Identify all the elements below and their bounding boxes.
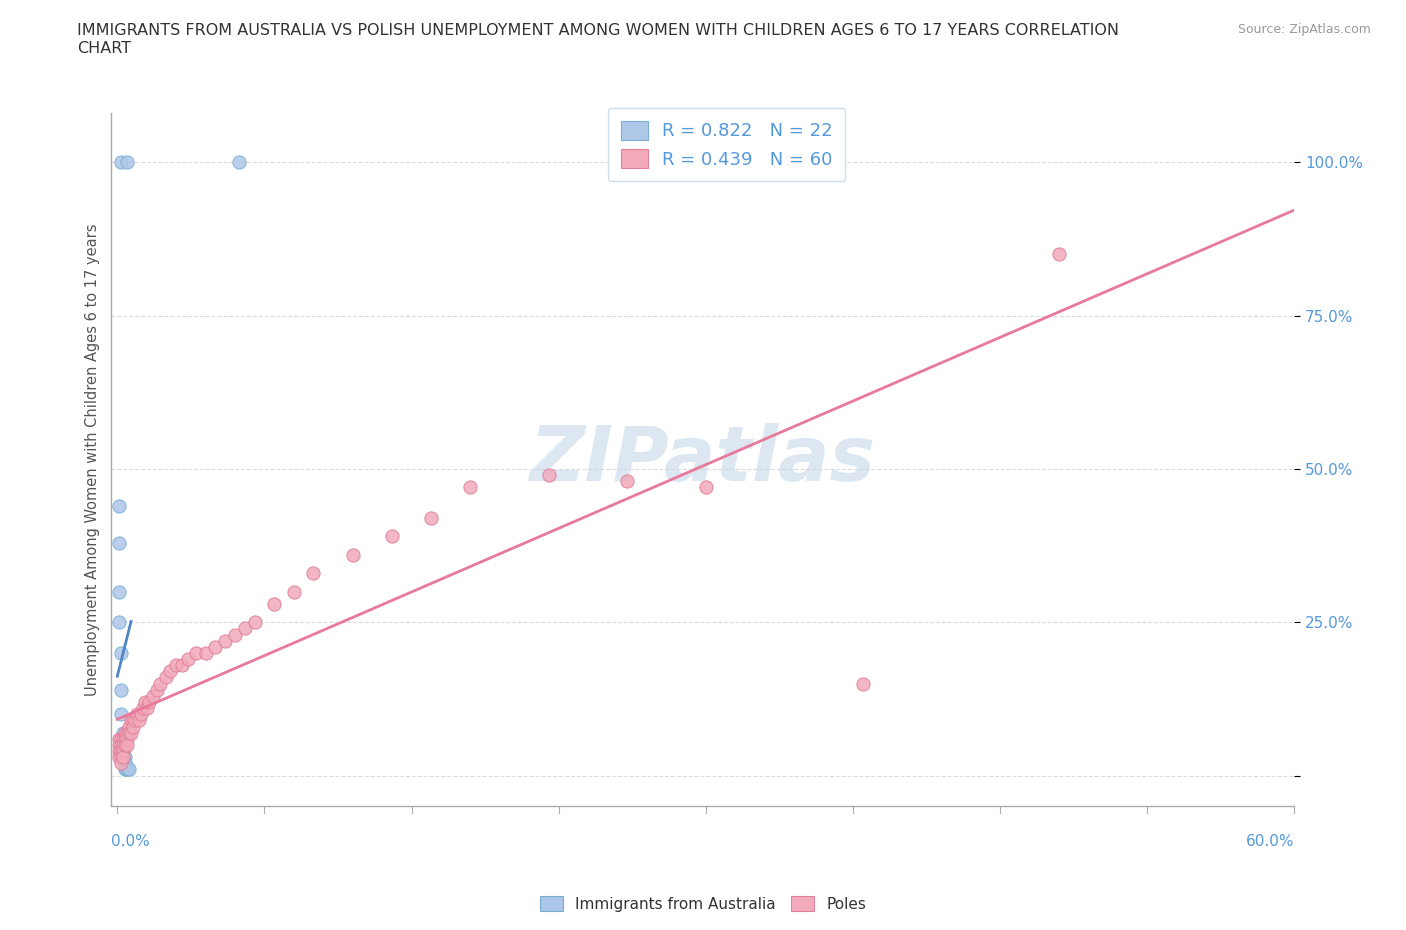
Point: [852, 676, 875, 691]
Point: [110, 756, 132, 771]
Point: [110, 737, 132, 752]
Point: [112, 731, 135, 746]
Point: [108, 498, 131, 513]
Text: IMMIGRANTS FROM AUSTRALIA VS POLISH UNEMPLOYMENT AMONG WOMEN WITH CHILDREN AGES : IMMIGRANTS FROM AUSTRALIA VS POLISH UNEM…: [77, 23, 1119, 56]
Point: [110, 731, 132, 746]
Point: [112, 744, 135, 759]
Point: [112, 750, 135, 764]
Point: [115, 155, 138, 170]
Point: [112, 750, 135, 764]
Point: [145, 683, 167, 698]
Point: [112, 737, 135, 752]
Point: [122, 719, 145, 734]
Point: [283, 584, 305, 599]
Point: [114, 756, 136, 771]
Point: [108, 584, 131, 599]
Point: [115, 725, 138, 740]
Point: [112, 725, 135, 740]
Point: [184, 645, 207, 660]
Point: [108, 737, 131, 752]
Text: ZIPatlas: ZIPatlas: [530, 423, 876, 497]
Point: [233, 621, 256, 636]
Point: [263, 596, 285, 611]
Point: [108, 615, 131, 630]
Point: [695, 480, 717, 495]
Point: [114, 756, 136, 771]
Point: [115, 762, 138, 777]
Point: [129, 707, 152, 722]
Point: [114, 737, 136, 752]
Point: [112, 744, 135, 759]
Point: [204, 639, 226, 654]
Point: [110, 744, 132, 759]
Point: [108, 535, 131, 550]
Point: [110, 683, 132, 698]
Point: [134, 695, 156, 710]
Point: [124, 713, 146, 728]
Point: [114, 725, 136, 740]
Point: [214, 633, 236, 648]
Point: [302, 565, 325, 580]
Point: [537, 468, 560, 483]
Text: 0.0%: 0.0%: [111, 834, 150, 849]
Point: [120, 713, 142, 728]
Point: [460, 480, 482, 495]
Point: [112, 731, 135, 746]
Text: Source: ZipAtlas.com: Source: ZipAtlas.com: [1237, 23, 1371, 36]
Point: [142, 688, 165, 703]
Point: [112, 737, 135, 752]
Point: [115, 731, 138, 746]
Text: 60.0%: 60.0%: [1246, 834, 1295, 849]
Point: [108, 744, 131, 759]
Point: [114, 762, 136, 777]
Point: [177, 652, 200, 667]
Point: [243, 615, 266, 630]
Point: [135, 700, 157, 715]
Point: [118, 762, 141, 777]
Point: [128, 713, 150, 728]
Point: [115, 737, 138, 752]
Point: [122, 713, 145, 728]
Point: [110, 707, 132, 722]
Legend: R = 0.822   N = 22, R = 0.439   N = 60: R = 0.822 N = 22, R = 0.439 N = 60: [607, 109, 845, 181]
Point: [132, 700, 155, 715]
Point: [420, 511, 443, 525]
Point: [159, 664, 181, 679]
Point: [1047, 246, 1070, 261]
Y-axis label: Unemployment Among Women with Children Ages 6 to 17 years: Unemployment Among Women with Children A…: [86, 223, 100, 696]
Point: [155, 670, 177, 684]
Point: [120, 725, 142, 740]
Point: [149, 676, 172, 691]
Point: [381, 529, 404, 544]
Point: [115, 762, 138, 777]
Legend: Immigrants from Australia, Poles: Immigrants from Australia, Poles: [534, 889, 872, 918]
Point: [125, 707, 148, 722]
Point: [170, 658, 193, 672]
Point: [228, 155, 250, 170]
Point: [118, 719, 141, 734]
Point: [108, 750, 131, 764]
Point: [342, 548, 364, 563]
Point: [110, 645, 132, 660]
Point: [110, 155, 132, 170]
Point: [138, 695, 160, 710]
Point: [194, 645, 217, 660]
Point: [114, 731, 136, 746]
Point: [114, 750, 136, 764]
Point: [118, 725, 141, 740]
Point: [108, 731, 131, 746]
Point: [224, 627, 246, 642]
Point: [165, 658, 187, 672]
Point: [616, 473, 638, 488]
Point: [110, 750, 132, 764]
